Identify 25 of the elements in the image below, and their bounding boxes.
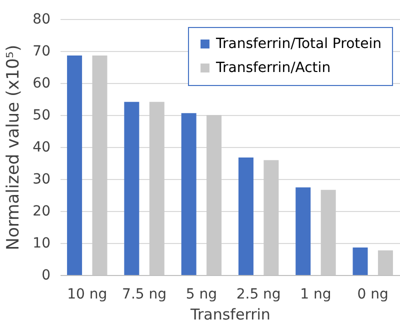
bar [238, 158, 254, 275]
x-tick-label: 7.5 ng [122, 286, 167, 302]
y-tick-label: 80 [32, 12, 50, 28]
x-axis-title: Transferrin [190, 306, 270, 324]
x-tick-label: 0 ng [357, 286, 388, 302]
x-tick-label: 10 ng [67, 286, 108, 302]
y-tick-label: 70 [32, 44, 50, 60]
y-tick-label: 20 [32, 204, 50, 220]
bar [181, 113, 196, 275]
x-tick-label: 1 ng [300, 286, 332, 302]
x-tick-label: 2.5 ng [236, 286, 281, 302]
bar [124, 102, 140, 275]
legend-label: Transferrin/Total Protein [215, 36, 382, 52]
bar [296, 187, 311, 275]
bar [352, 247, 368, 275]
y-axis-title: Normalized value (x10⁵) [4, 44, 24, 250]
y-tick-label: 40 [32, 140, 50, 156]
legend-label: Transferrin/Actin [215, 60, 331, 76]
y-tick-label: 50 [32, 108, 50, 124]
y-tick-label: 60 [32, 76, 50, 92]
bar [67, 55, 82, 275]
y-tick-label: 0 [42, 268, 50, 284]
y-tick-label: 10 [32, 236, 50, 252]
x-tick-label: 5 ng [186, 286, 217, 302]
y-tick-label: 30 [32, 172, 50, 188]
